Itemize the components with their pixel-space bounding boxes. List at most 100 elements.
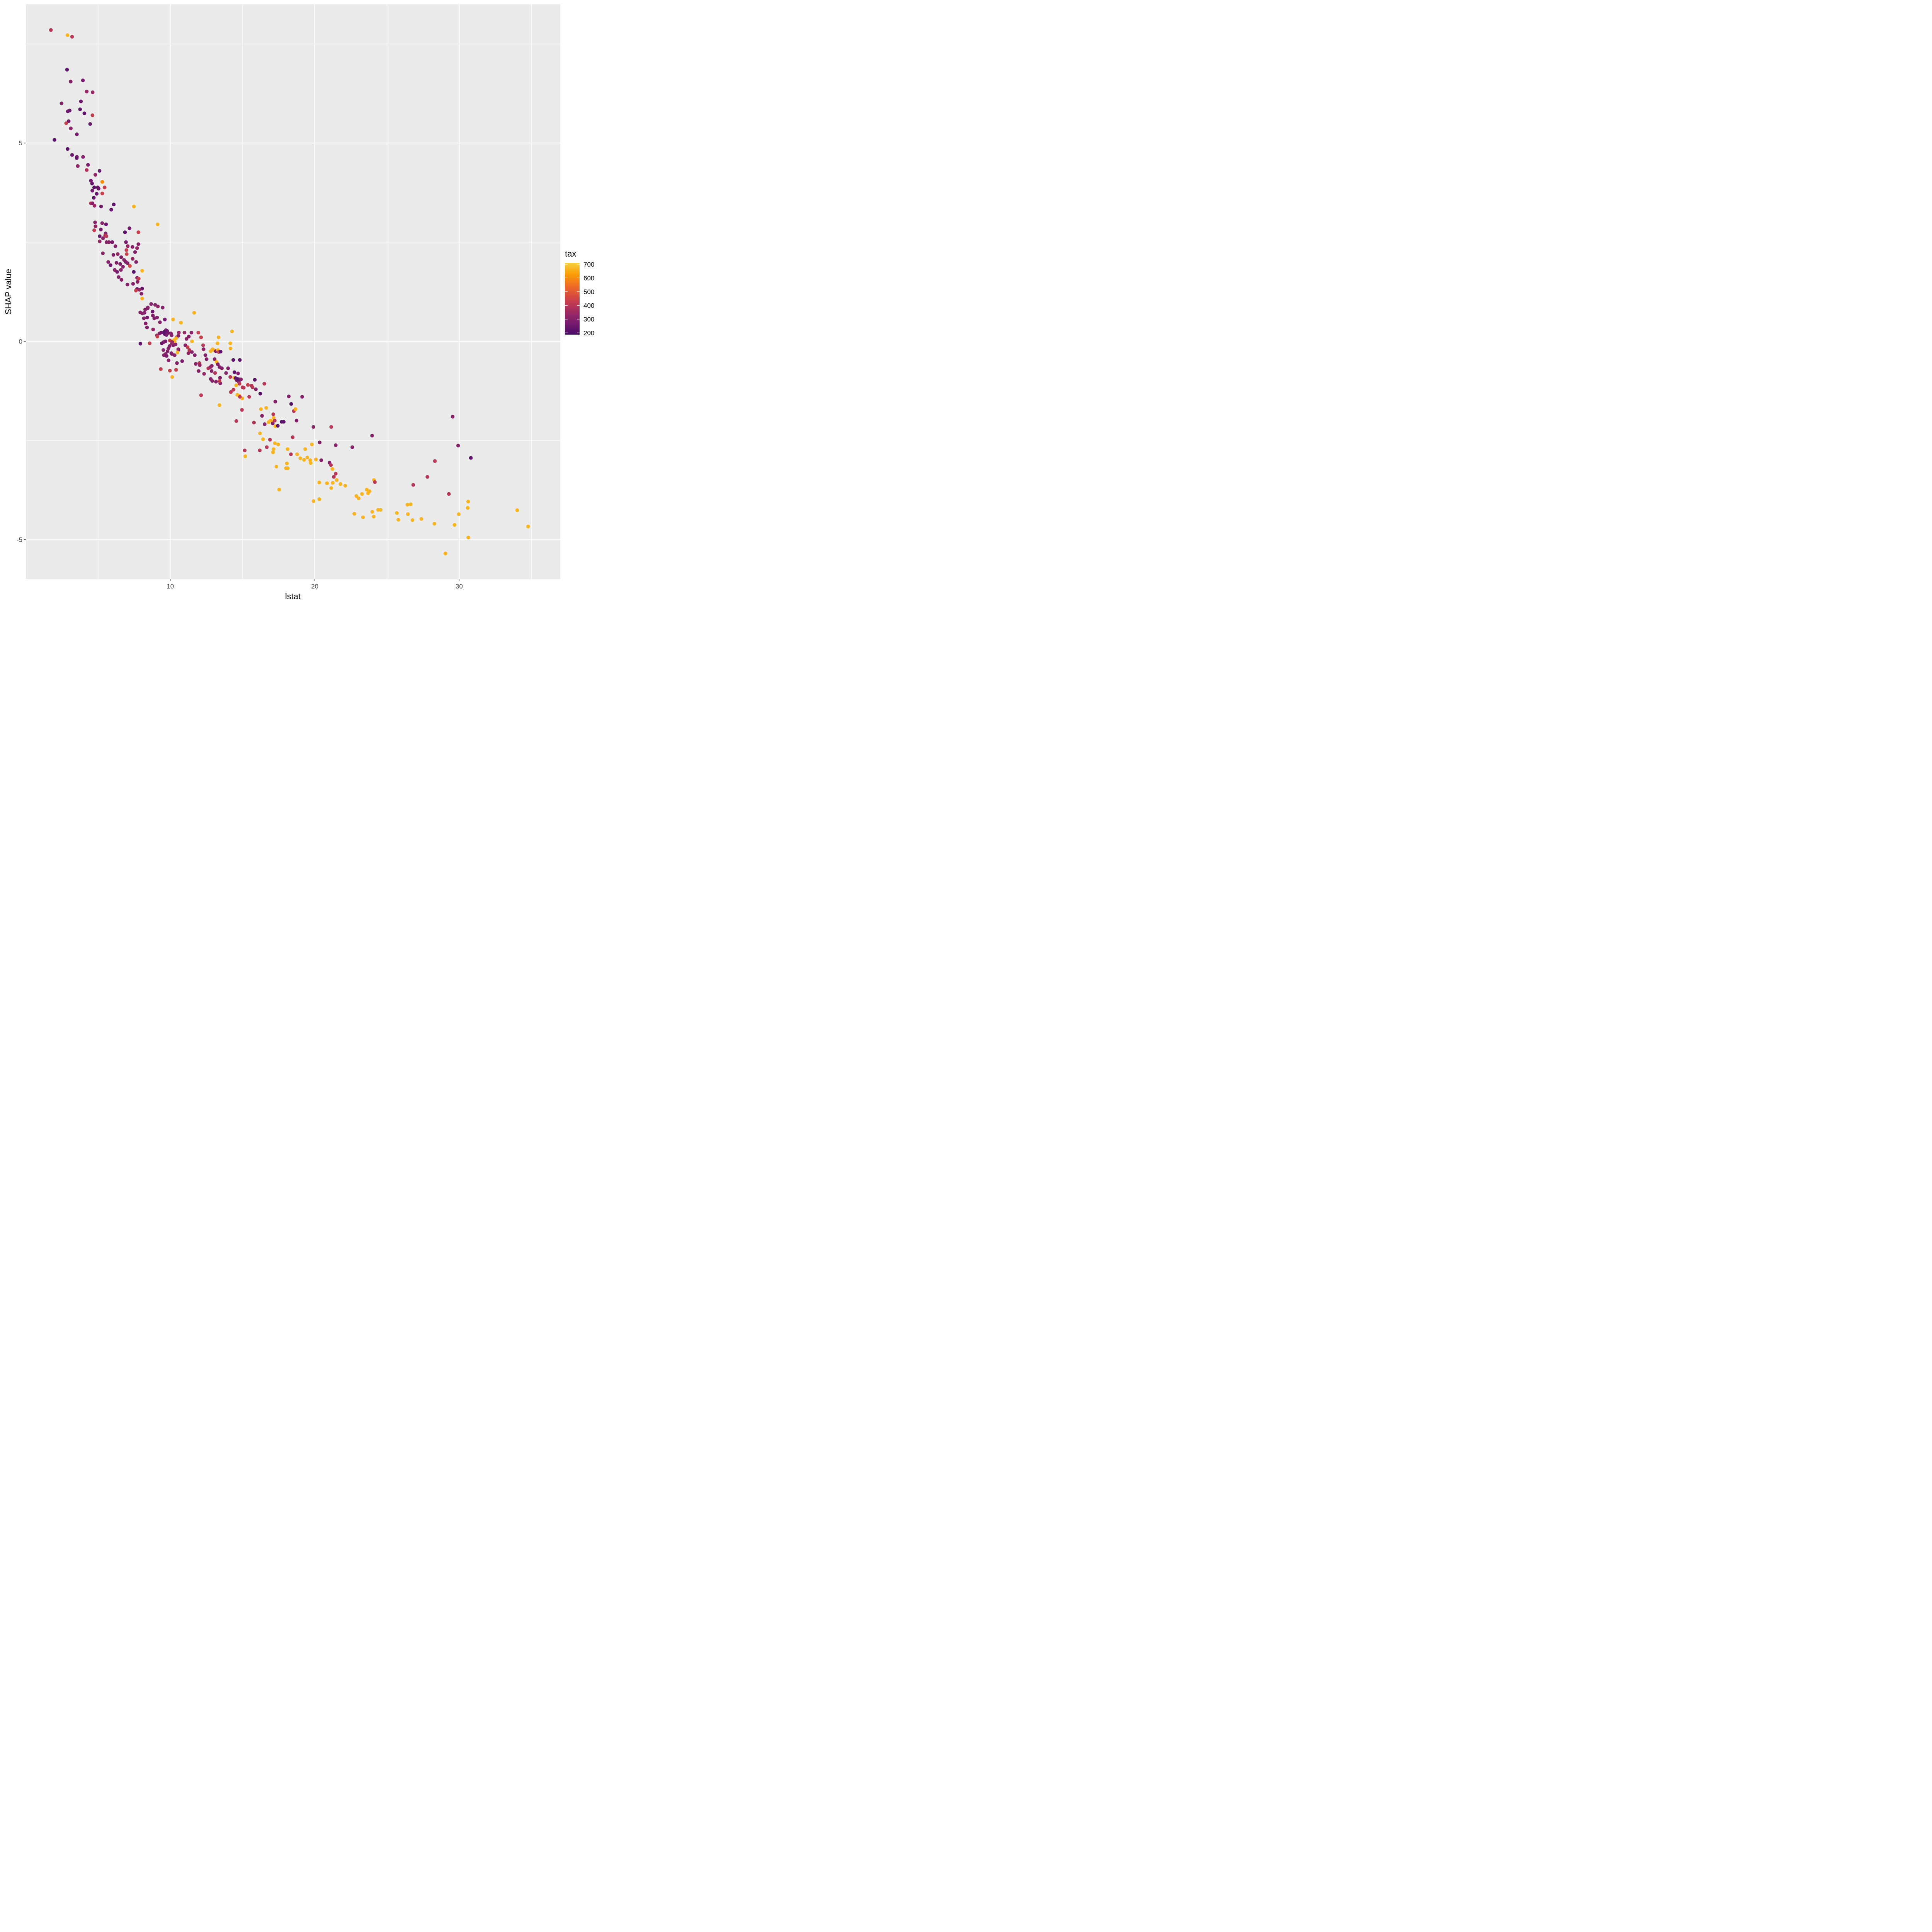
data-point bbox=[65, 68, 69, 72]
data-point bbox=[75, 156, 79, 160]
plot-panel bbox=[26, 4, 560, 579]
data-point bbox=[163, 339, 168, 344]
data-point bbox=[396, 518, 400, 522]
data-point bbox=[79, 99, 83, 104]
data-point bbox=[260, 414, 264, 418]
data-point bbox=[99, 228, 103, 231]
data-point bbox=[97, 187, 100, 191]
data-point bbox=[92, 204, 97, 208]
data-point bbox=[134, 289, 138, 293]
data-point bbox=[90, 182, 94, 185]
data-point bbox=[234, 419, 238, 423]
data-point bbox=[177, 330, 181, 335]
data-point bbox=[210, 379, 214, 383]
data-point bbox=[325, 481, 329, 485]
data-point bbox=[208, 365, 213, 369]
data-point bbox=[265, 445, 269, 449]
data-point bbox=[273, 400, 277, 404]
grid-major bbox=[26, 4, 560, 579]
data-point bbox=[302, 458, 306, 462]
data-point bbox=[110, 240, 114, 244]
data-point bbox=[66, 147, 70, 151]
data-point bbox=[136, 242, 141, 246]
color-legend: tax 200 300 400 500 600 700 bbox=[565, 249, 594, 337]
data-point bbox=[263, 422, 267, 426]
y-axis-title: SHAP value bbox=[3, 269, 13, 315]
data-point bbox=[104, 240, 109, 244]
data-point bbox=[90, 90, 95, 94]
data-point bbox=[243, 454, 247, 458]
data-point bbox=[184, 337, 189, 341]
data-point bbox=[201, 343, 205, 347]
data-point bbox=[167, 358, 171, 362]
data-point bbox=[70, 35, 74, 39]
data-point bbox=[118, 262, 122, 266]
data-point bbox=[335, 478, 339, 482]
data-point bbox=[92, 185, 96, 189]
data-point bbox=[218, 376, 222, 380]
data-point bbox=[68, 109, 72, 112]
data-point bbox=[104, 222, 108, 226]
data-point bbox=[60, 101, 64, 105]
data-point bbox=[174, 368, 178, 372]
legend-tick-label: 700 bbox=[583, 261, 594, 268]
data-point bbox=[447, 492, 451, 496]
data-point bbox=[238, 358, 242, 362]
data-point bbox=[156, 222, 160, 226]
data-point bbox=[114, 261, 119, 265]
data-point bbox=[361, 515, 365, 519]
legend-title: tax bbox=[565, 249, 576, 259]
data-point bbox=[314, 457, 318, 461]
data-point bbox=[140, 269, 144, 273]
data-point bbox=[305, 456, 310, 459]
data-point bbox=[286, 447, 290, 451]
data-point bbox=[187, 348, 191, 352]
y-tick-label: 5 bbox=[19, 139, 22, 147]
data-point bbox=[425, 475, 429, 479]
data-point bbox=[134, 260, 138, 264]
data-point bbox=[180, 359, 184, 363]
data-point bbox=[197, 369, 201, 373]
data-point bbox=[155, 315, 159, 320]
data-point bbox=[329, 463, 333, 467]
data-point bbox=[190, 339, 194, 344]
data-point bbox=[300, 395, 304, 399]
data-point bbox=[159, 330, 163, 335]
data-point bbox=[168, 369, 172, 372]
data-point bbox=[170, 333, 173, 337]
data-point bbox=[271, 421, 275, 425]
data-point bbox=[293, 407, 298, 411]
data-point bbox=[99, 204, 103, 209]
data-point bbox=[136, 230, 141, 234]
data-point bbox=[94, 173, 97, 177]
data-point bbox=[53, 138, 56, 142]
data-point bbox=[338, 482, 342, 486]
data-point bbox=[365, 488, 369, 492]
data-point bbox=[144, 321, 148, 325]
data-point bbox=[170, 352, 174, 356]
data-point bbox=[69, 126, 73, 131]
data-point bbox=[175, 361, 179, 365]
data-point bbox=[194, 362, 198, 366]
data-point bbox=[203, 353, 207, 357]
data-point bbox=[90, 113, 95, 117]
data-point bbox=[173, 342, 178, 347]
grid-minor bbox=[26, 4, 560, 579]
data-point bbox=[232, 370, 236, 374]
data-point bbox=[98, 234, 102, 238]
data-point bbox=[132, 204, 136, 209]
data-point bbox=[85, 168, 89, 172]
data-point bbox=[332, 475, 336, 479]
data-point bbox=[69, 80, 73, 83]
data-point bbox=[179, 321, 183, 325]
data-point bbox=[298, 456, 302, 460]
data-point bbox=[230, 329, 234, 333]
data-point bbox=[170, 375, 174, 379]
data-point bbox=[267, 420, 270, 424]
data-point bbox=[199, 335, 203, 339]
data-point bbox=[228, 341, 232, 345]
data-point bbox=[124, 240, 128, 244]
data-point bbox=[123, 230, 127, 234]
data-point bbox=[76, 164, 80, 168]
data-point bbox=[109, 263, 112, 267]
